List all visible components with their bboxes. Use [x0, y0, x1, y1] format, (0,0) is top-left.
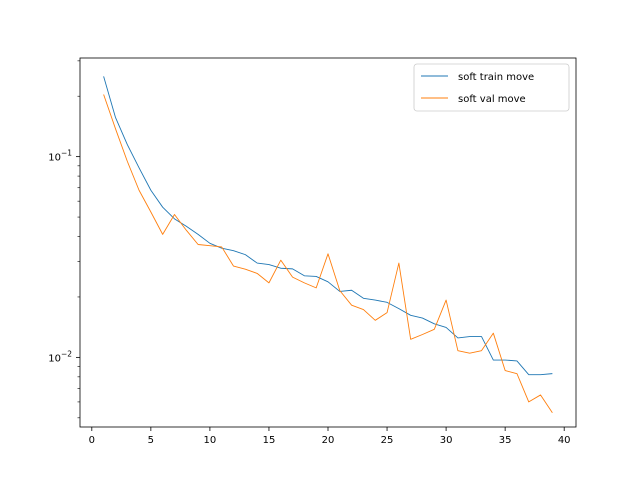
y-tick-label: 10−1 — [48, 149, 72, 164]
x-tick-label: 10 — [204, 435, 217, 446]
legend: soft train move soft val move — [413, 63, 570, 112]
x-tick-label: 20 — [322, 435, 335, 446]
x-tick-label: 15 — [263, 435, 276, 446]
x-tick-label: 35 — [499, 435, 512, 446]
ticks-layer: 0 5 10 15 20 25 30 35 40 10−2 10−1 — [48, 60, 571, 446]
x-tick-label: 40 — [558, 435, 571, 446]
x-tick-label: 0 — [89, 435, 95, 446]
series-line-0 — [103, 76, 553, 376]
x-tick-label: 30 — [440, 435, 453, 446]
y-tick-label: 10−2 — [48, 349, 72, 364]
legend-box — [413, 63, 570, 112]
plot-area — [80, 58, 576, 427]
series-line-1 — [103, 94, 553, 413]
legend-label-0: soft train move — [458, 72, 534, 83]
legend-label-1: soft val move — [458, 94, 526, 105]
series-layer — [103, 76, 553, 413]
x-tick-label: 25 — [381, 435, 394, 446]
x-tick-label: 5 — [148, 435, 154, 446]
plot-frame — [79, 57, 577, 428]
